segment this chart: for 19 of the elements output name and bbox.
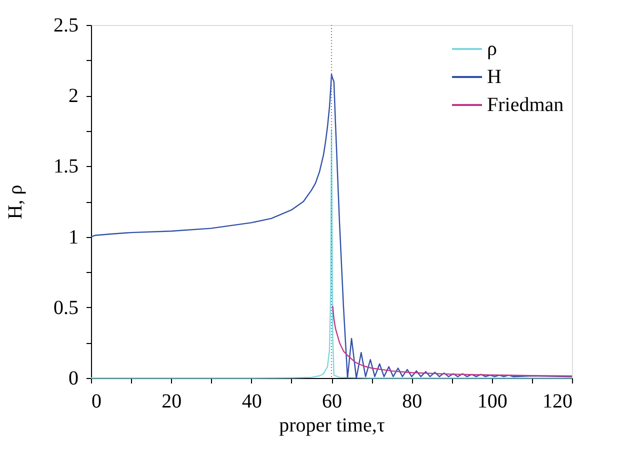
y-tick-label: 2.5 bbox=[54, 14, 78, 36]
y-tick-label: 1.5 bbox=[54, 156, 78, 178]
y-tick-label: 1 bbox=[68, 226, 78, 248]
y-tick-label: 2 bbox=[68, 85, 78, 108]
line-series bbox=[332, 305, 573, 377]
x-tick-label: 60 bbox=[322, 390, 342, 412]
legend-label: Friedman bbox=[487, 94, 564, 116]
x-tick-label: 80 bbox=[402, 390, 422, 412]
x-tick-label: 100 bbox=[477, 390, 508, 412]
x-tick-label: 120 bbox=[542, 390, 572, 412]
y-tick-label: 0 bbox=[68, 368, 78, 390]
x-tick-label: 0 bbox=[92, 390, 102, 412]
y-tick-label: 0.5 bbox=[54, 296, 78, 319]
x-tick-label: 40 bbox=[242, 390, 262, 412]
x-tick-label: 20 bbox=[162, 390, 182, 412]
x-axis-title: proper time,τ bbox=[279, 414, 385, 436]
y-axis-title: H, ρ bbox=[4, 184, 26, 220]
legend-label: H bbox=[487, 66, 502, 88]
legend-label: ρ bbox=[487, 38, 497, 60]
